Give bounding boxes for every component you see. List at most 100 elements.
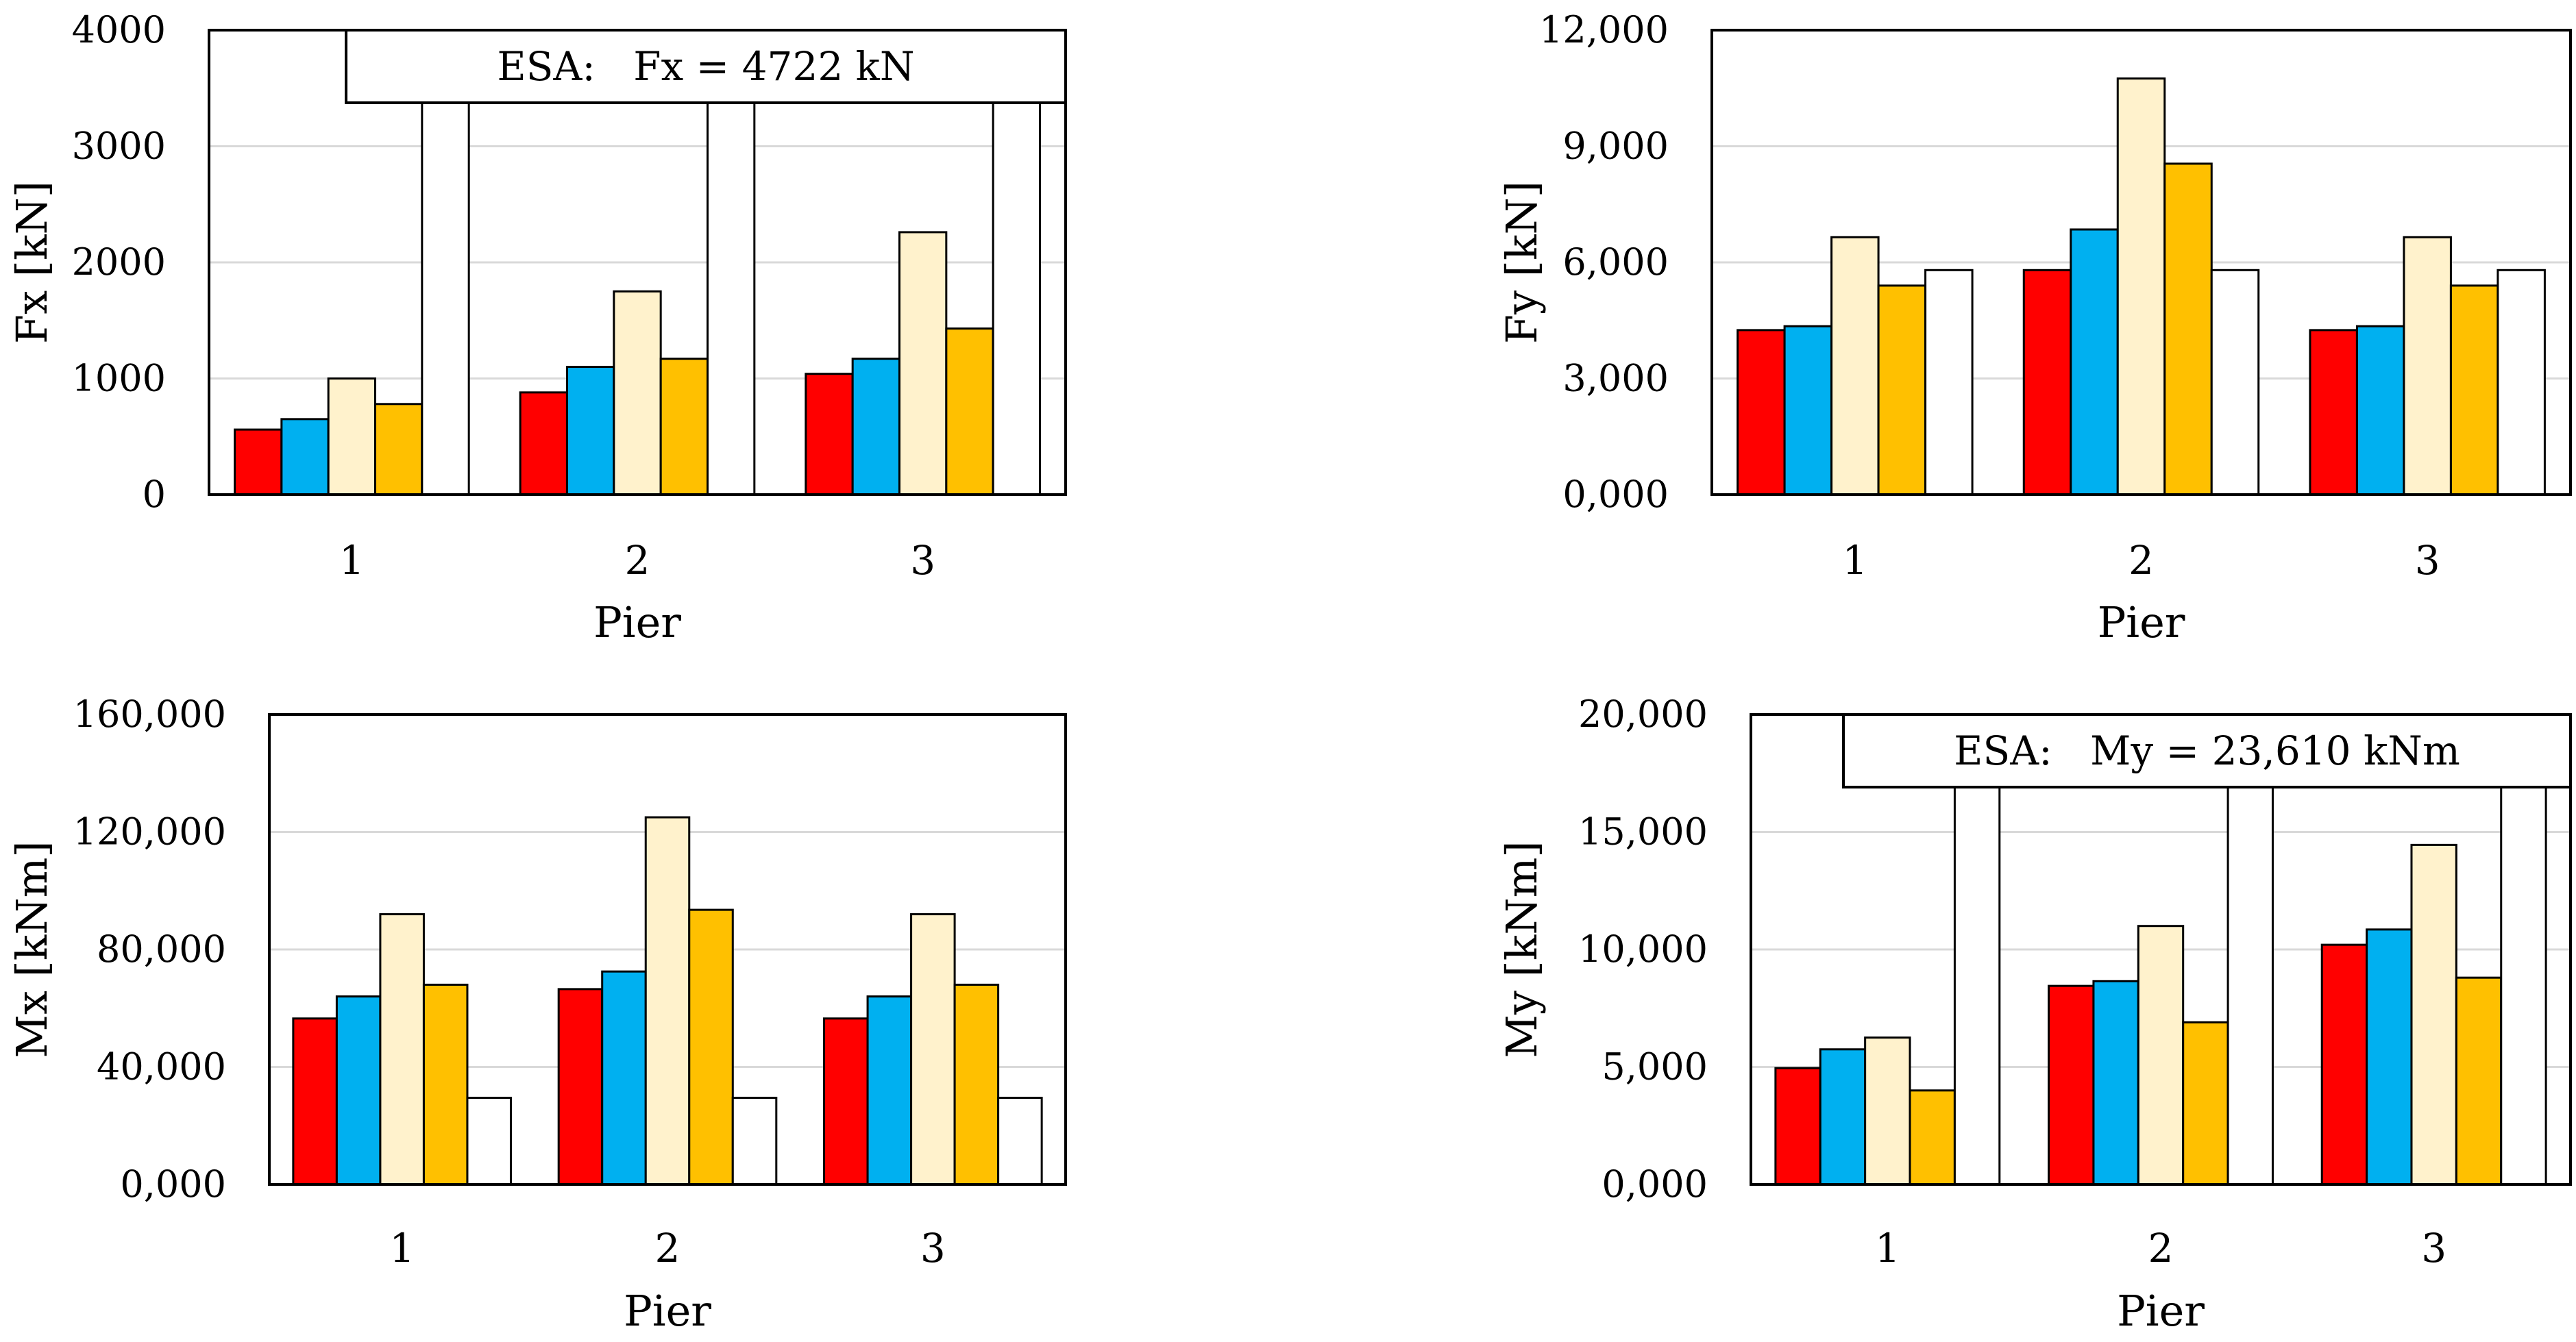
annotation-text: ESA: My = 23,610 kNm (1954, 728, 2460, 774)
chart-my: 0,000 5,000 10,000 15,000 20,000 1 2 3 ESA: My =… (1497, 693, 2572, 1336)
bar-series-2-pier-3 (851, 358, 900, 496)
bar-series-3-pier-1 (379, 913, 425, 1186)
bar-series-4-pier-1 (374, 403, 424, 496)
bar-esa-pier-3 (997, 1097, 1043, 1186)
bar-series-4-pier-2 (688, 908, 734, 1186)
bar-series-4-pier-3 (2455, 976, 2503, 1186)
x-axis-label: Pier (624, 1286, 711, 1336)
x-tick-label: 1 (339, 537, 365, 584)
bar-series-1-pier-2 (519, 391, 569, 496)
y-tick-label: 15,000 (1578, 810, 1708, 854)
bar-series-1-pier-3 (823, 1017, 869, 1186)
bar-series-3-pier-2 (613, 290, 662, 496)
x-tick-label: 2 (2148, 1225, 2174, 1271)
chart-fx: 0 1000 2000 3000 4000 1 2 3 ESA: Fx = 4722 kN Pie… (7, 8, 1067, 647)
x-tick-label: 3 (2415, 537, 2440, 584)
bar-series-3-pier-1 (1830, 236, 1880, 496)
bar-series-3-pier-3 (2403, 236, 2452, 496)
x-axis-label: Pier (593, 597, 681, 647)
bar-series-2-pier-1 (1783, 325, 1833, 496)
y-tick-label: 3000 (72, 125, 166, 168)
bar-series-3-pier-1 (1864, 1036, 1911, 1186)
bar-series-4-pier-1 (422, 983, 469, 1186)
bar-series-1-pier-2 (2048, 984, 2095, 1186)
bar-series-3-pier-2 (2137, 925, 2185, 1186)
y-tick-label: 0 (143, 473, 166, 516)
y-tick-label: 80,000 (97, 928, 226, 971)
bar-series-1-pier-3 (805, 373, 854, 496)
bar-series-3-pier-3 (898, 231, 948, 496)
y-tick-label: 40,000 (97, 1045, 226, 1089)
bar-series-1-pier-3 (2309, 329, 2358, 496)
x-tick-label: 1 (1875, 1225, 1900, 1271)
bar-series-2-pier-1 (335, 995, 382, 1186)
y-tick-label: 12,000 (1539, 8, 1669, 51)
x-tick-label: 3 (910, 537, 935, 584)
y-axis-label: My [kNm] (1497, 841, 1547, 1058)
bar-esa-pier-3 (2500, 786, 2547, 1186)
plot-frame (1710, 29, 2572, 496)
bar-series-4-pier-2 (2163, 162, 2213, 496)
bar-series-4-pier-2 (2182, 1021, 2229, 1186)
bar-series-2-pier-2 (2070, 228, 2119, 496)
x-tick-label: 2 (2129, 537, 2154, 584)
y-tick-label: 5,000 (1602, 1045, 1708, 1089)
bar-series-2-pier-1 (1819, 1048, 1867, 1186)
y-tick-label: 0,000 (1602, 1163, 1708, 1206)
x-axis-label: Pier (2098, 597, 2185, 647)
y-axis-label: Fy [kN] (1497, 181, 1547, 344)
bar-series-4-pier-3 (953, 983, 1000, 1186)
bar-series-1-pier-1 (1774, 1067, 1821, 1186)
bar-series-2-pier-1 (280, 418, 330, 496)
bar-esa-pier-1 (1953, 786, 2001, 1186)
y-tick-label: 0,000 (1562, 473, 1669, 516)
chart-mx: 0,000 40,000 80,000 120,000 160,000 1 2 3 Pier Mx… (7, 693, 1067, 1336)
bar-series-1-pier-3 (2320, 943, 2368, 1186)
y-tick-label: 0,000 (120, 1163, 226, 1206)
bar-series-1-pier-1 (234, 428, 283, 496)
y-axis-label: Fx [kN] (7, 181, 57, 344)
x-tick-label: 2 (655, 1225, 680, 1271)
x-axis-label: Pier (2117, 1286, 2205, 1336)
plot-frame (268, 713, 1067, 1186)
x-tick-label: 2 (625, 537, 650, 584)
y-tick-label: 9,000 (1562, 125, 1669, 168)
y-tick-label: 1000 (72, 357, 166, 400)
bar-series-1-pier-1 (292, 1017, 338, 1186)
bar-series-1-pier-1 (1737, 329, 1786, 496)
chart-fy: 0,000 3,000 6,000 9,000 12,000 1 2 3 Pier Fy [kN] (1497, 8, 2572, 647)
bar-series-2-pier-3 (2355, 325, 2405, 496)
x-tick-label: 3 (920, 1225, 946, 1271)
bar-esa-pier-1 (421, 101, 470, 496)
bar-series-3-pier-3 (910, 913, 956, 1186)
bar-series-4-pier-1 (1877, 284, 1927, 496)
y-tick-label: 20,000 (1578, 693, 1708, 736)
y-tick-label: 160,000 (73, 693, 226, 736)
bar-series-4-pier-3 (2449, 284, 2499, 496)
x-tick-label: 3 (2421, 1225, 2446, 1271)
annotation-box (345, 29, 1067, 104)
y-tick-label: 10,000 (1578, 928, 1708, 971)
bar-series-3-pier-2 (2116, 77, 2166, 496)
bar-series-2-pier-2 (566, 366, 615, 496)
bar-series-2-pier-2 (601, 970, 647, 1186)
bar-esa-pier-1 (466, 1097, 512, 1186)
bar-series-2-pier-3 (866, 995, 913, 1186)
bar-esa-pier-2 (707, 101, 756, 496)
bar-series-3-pier-1 (327, 377, 376, 496)
x-tick-label: 1 (389, 1225, 415, 1271)
bar-esa-pier-3 (2497, 269, 2546, 496)
y-tick-label: 6,000 (1562, 240, 1669, 284)
bar-series-3-pier-2 (644, 816, 691, 1186)
bar-series-4-pier-1 (1909, 1089, 1956, 1186)
y-axis-label: Mx [kNm] (7, 841, 57, 1058)
y-tick-label: 120,000 (73, 810, 226, 854)
bar-series-2-pier-2 (2092, 980, 2139, 1186)
y-tick-label: 3,000 (1562, 357, 1669, 400)
x-tick-label: 1 (1842, 537, 1867, 584)
bar-esa-pier-2 (2227, 786, 2274, 1186)
y-tick-label: 4000 (72, 8, 166, 51)
bar-series-1-pier-2 (557, 988, 604, 1186)
bar-esa-pier-2 (2210, 269, 2260, 496)
